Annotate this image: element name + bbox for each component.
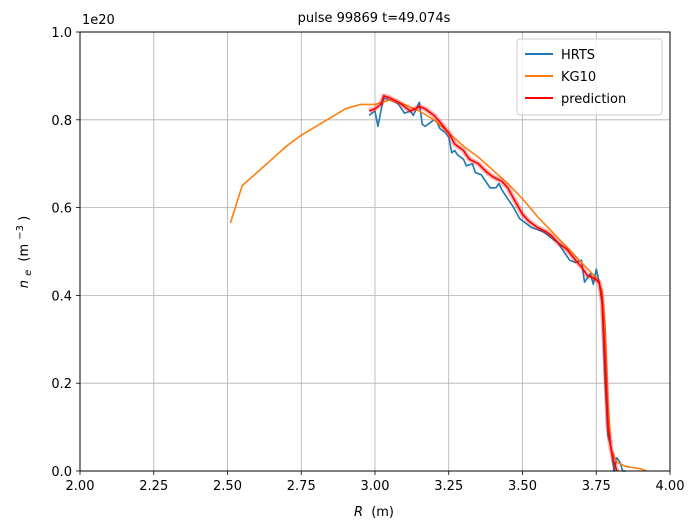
x-tick-label: 2.50 (213, 479, 242, 494)
legend-label: KG10 (561, 70, 596, 85)
legend-box (516, 38, 663, 116)
x-tick-label: 2.00 (66, 479, 95, 494)
y-axis-unit-close: ) (17, 216, 32, 221)
x-axis-unit: (m) (371, 505, 394, 520)
x-tick-label: 2.25 (139, 479, 168, 494)
x-tick-label: 4.00 (656, 479, 685, 494)
y-axis-exponent: −3 (15, 225, 26, 240)
series-line-kg10 (229, 99, 647, 472)
x-tick-label: 3.00 (361, 479, 390, 494)
series-line-prediction (368, 94, 618, 472)
legend-label: HRTS (561, 48, 595, 63)
x-tick-label: 2.75 (287, 479, 316, 494)
y-axis-unit: (m (17, 244, 32, 262)
y-tick-label: 0.2 (51, 377, 72, 392)
legend-label: prediction (561, 92, 626, 107)
series-line-hrts (368, 97, 626, 472)
legend: HRTS KG10 prediction (516, 38, 663, 116)
y-offset-label: 1e20 (82, 13, 115, 28)
x-axis-symbol: R (354, 505, 363, 520)
chart-title: pulse 99869 t=49.074s (298, 11, 451, 26)
y-axis-label: n e (m −3 ) (12, 216, 35, 289)
y-tick-label: 0.0 (51, 465, 72, 480)
y-axis-subscript: e (23, 270, 34, 276)
x-tick-label: 3.50 (508, 479, 537, 494)
x-axis-label: R (m) (354, 505, 394, 520)
x-tick-label: 3.25 (434, 479, 463, 494)
y-axis-symbol: n (17, 280, 32, 288)
y-tick-label: 0.4 (51, 289, 72, 304)
y-tick-label: 0.6 (51, 202, 72, 217)
y-tick-label: 1.0 (51, 26, 72, 41)
series-lines (229, 93, 647, 472)
ticks: 2.00 2.25 2.50 2.75 3.00 3.25 3.50 3.75 4.00 0.0 0… (51, 26, 684, 494)
x-tick-label: 3.75 (582, 479, 611, 494)
y-tick-label: 0.8 (51, 114, 72, 129)
